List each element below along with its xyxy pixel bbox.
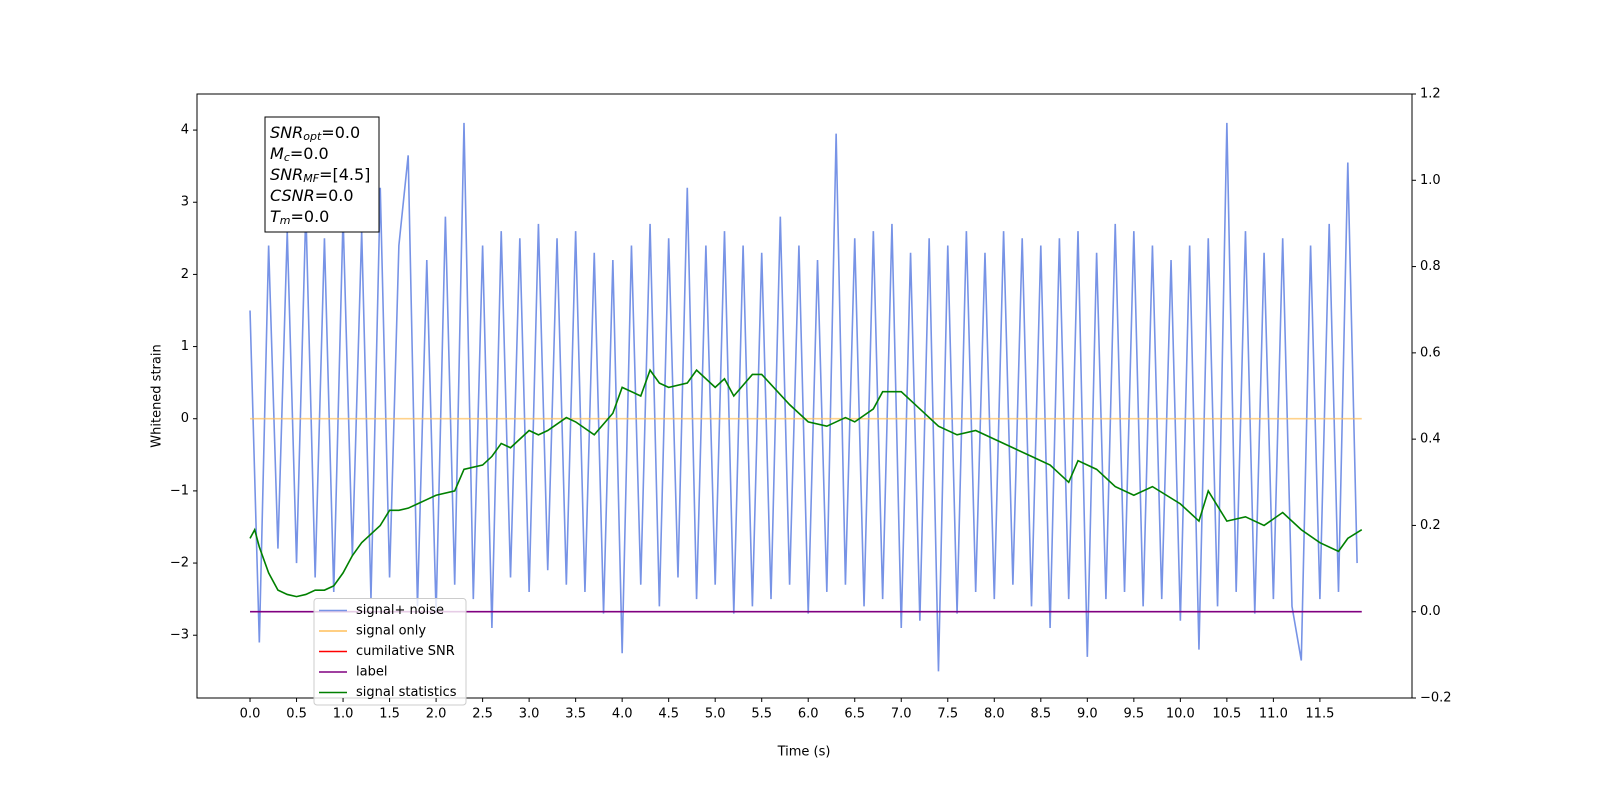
annotation-value: =0.0 bbox=[315, 186, 354, 205]
annotation-symbol: CSNR bbox=[270, 186, 315, 205]
x-tick-label: 3.0 bbox=[519, 707, 540, 722]
legend-frame bbox=[313, 598, 467, 706]
x-tick-label: 9.0 bbox=[1077, 707, 1098, 722]
annotation-symbol: T bbox=[270, 207, 281, 226]
annotation-symbol: M bbox=[270, 144, 284, 163]
y-tick-label: 1 bbox=[181, 339, 189, 354]
x-tick-label: 10.5 bbox=[1212, 707, 1241, 722]
x-tick-label: 4.5 bbox=[658, 707, 679, 722]
y-tick-label: 3 bbox=[181, 195, 189, 210]
annotation-subscript: MF bbox=[303, 172, 319, 185]
annotation-symbol: SNR bbox=[270, 165, 303, 184]
legend-label: signal+ noise bbox=[356, 603, 444, 618]
annotation-symbol: SNR bbox=[270, 123, 303, 142]
legend-label: cumilative SNR bbox=[356, 644, 455, 659]
x-tick-label: 10.0 bbox=[1166, 707, 1195, 722]
y-tick-label: 0 bbox=[181, 411, 189, 426]
x-axis-label: Time (s) bbox=[777, 745, 831, 760]
y-tick-label: 4 bbox=[181, 123, 189, 138]
annotation-line: Mc=0.0 bbox=[270, 144, 329, 165]
x-tick-label: 0.5 bbox=[286, 707, 307, 722]
x-tick-label: 6.0 bbox=[798, 707, 819, 722]
x-tick-label: 2.0 bbox=[426, 707, 447, 722]
x-tick-label: 0.0 bbox=[240, 707, 261, 722]
x-tick-label: 3.5 bbox=[565, 707, 586, 722]
annotation-value: =0.0 bbox=[321, 123, 360, 142]
x-tick-label: 1.0 bbox=[333, 707, 354, 722]
x-tick-label: 7.5 bbox=[937, 707, 958, 722]
series-line bbox=[249, 122, 1358, 672]
annotation-subscript: opt bbox=[303, 130, 322, 143]
annotation-subscript: c bbox=[284, 151, 290, 164]
series-line bbox=[249, 368, 1363, 598]
legend-label: signal statistics bbox=[356, 685, 457, 700]
y-tick-label: −1 bbox=[170, 483, 189, 498]
axes-frame bbox=[196, 93, 1413, 699]
y2-tick-label: −0.2 bbox=[1420, 691, 1452, 706]
x-tick-label: 9.5 bbox=[1123, 707, 1144, 722]
y-tick-label: 2 bbox=[181, 267, 189, 282]
annotation-line: CSNR=0.0 bbox=[270, 186, 354, 205]
y2-tick-label: 1.0 bbox=[1420, 173, 1441, 188]
x-tick-label: 2.5 bbox=[472, 707, 493, 722]
x-tick-label: 5.5 bbox=[751, 707, 772, 722]
x-tick-label: 6.5 bbox=[844, 707, 865, 722]
annotation-value: =0.0 bbox=[291, 207, 330, 226]
y2-tick-label: 0.0 bbox=[1420, 604, 1441, 619]
y2-tick-label: 0.6 bbox=[1420, 345, 1441, 360]
x-tick-label: 1.5 bbox=[379, 707, 400, 722]
legend-label: signal only bbox=[356, 624, 426, 639]
y2-tick-label: 0.4 bbox=[1420, 432, 1441, 447]
x-tick-label: 11.5 bbox=[1305, 707, 1334, 722]
annotation-line: SNRMF=[4.5] bbox=[270, 165, 370, 186]
legend-label: label bbox=[356, 665, 387, 680]
x-tick-label: 8.0 bbox=[984, 707, 1005, 722]
y2-tick-label: 0.8 bbox=[1420, 259, 1441, 274]
x-tick-label: 11.0 bbox=[1259, 707, 1288, 722]
y2-tick-label: 0.2 bbox=[1420, 518, 1441, 533]
y-axis-label: Whitened strain bbox=[150, 344, 165, 447]
annotation-subscript: m bbox=[280, 214, 291, 227]
x-tick-label: 5.0 bbox=[705, 707, 726, 722]
annotation-value: =[4.5] bbox=[319, 165, 370, 184]
y-tick-label: −3 bbox=[170, 628, 189, 643]
x-tick-label: 4.0 bbox=[612, 707, 633, 722]
y-tick-label: −2 bbox=[170, 556, 189, 571]
x-tick-label: 7.0 bbox=[891, 707, 912, 722]
y2-tick-label: 1.2 bbox=[1420, 87, 1441, 102]
annotation-box: SNRopt=0.0Mc=0.0SNRMF=[4.5]CSNR=0.0Tm=0.… bbox=[264, 116, 380, 233]
annotation-line: SNRopt=0.0 bbox=[270, 123, 360, 144]
annotation-value: =0.0 bbox=[290, 144, 329, 163]
legend: signal+ noise signal only cumilative SNR la… bbox=[313, 598, 467, 706]
x-tick-label: 8.5 bbox=[1030, 707, 1051, 722]
annotation-frame bbox=[264, 116, 380, 233]
annotation-line: Tm=0.0 bbox=[270, 207, 329, 228]
